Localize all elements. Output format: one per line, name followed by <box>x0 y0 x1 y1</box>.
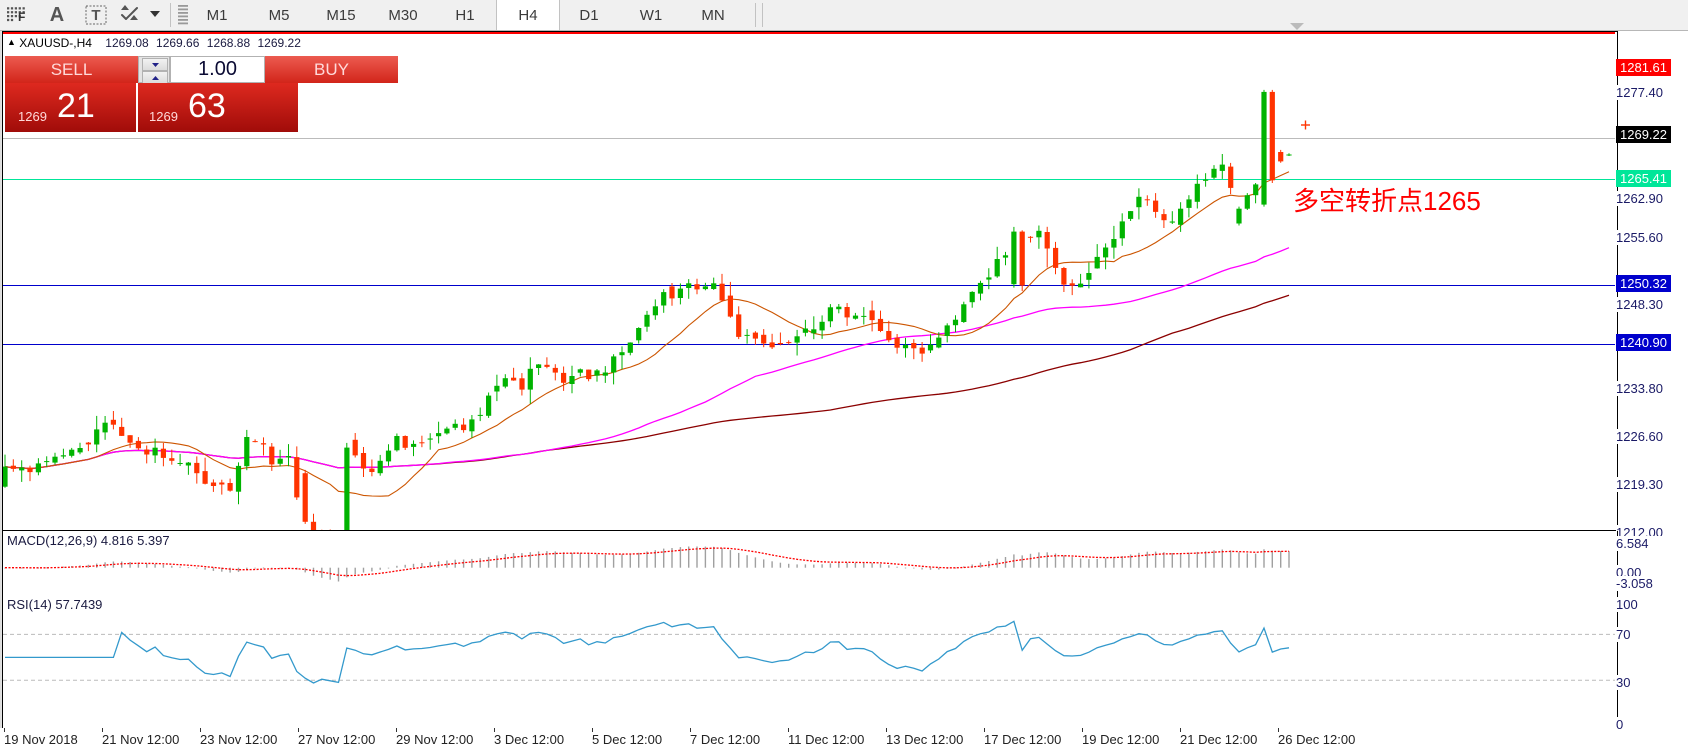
svg-text:T: T <box>91 7 100 24</box>
